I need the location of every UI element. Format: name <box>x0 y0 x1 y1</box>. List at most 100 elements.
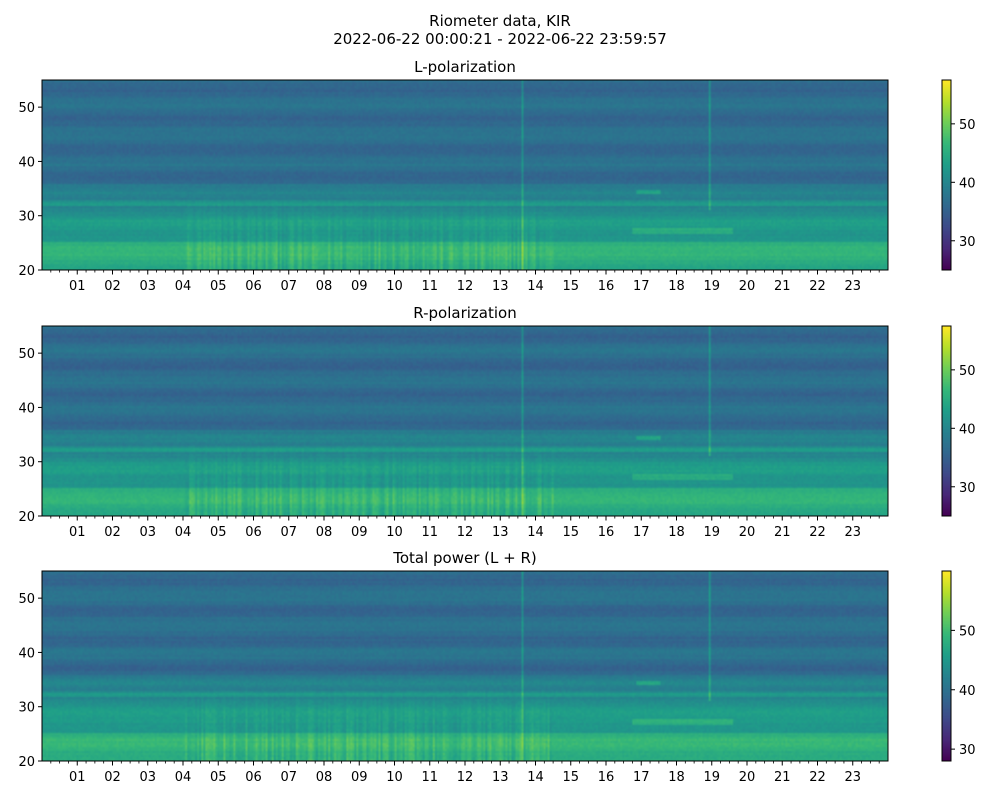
figure-title: Riometer data, KIR <box>429 12 571 30</box>
colorbar-tick-label: 50 <box>959 624 976 639</box>
x-tick-label: 15 <box>562 770 579 785</box>
x-tick-label: 11 <box>421 525 438 540</box>
colorbar-frame <box>941 570 952 762</box>
x-tick-label: 13 <box>492 770 509 785</box>
y-tick-label: 20 <box>18 510 35 525</box>
x-tick-label: 19 <box>703 525 720 540</box>
panel-title: Total power (L + R) <box>392 549 537 567</box>
x-tick-label: 07 <box>280 770 297 785</box>
colorbar-frame <box>941 79 952 271</box>
x-tick-label: 02 <box>104 770 121 785</box>
colorbar-frame <box>941 325 952 517</box>
x-tick-label: 21 <box>774 279 791 294</box>
chart-panel-2: R-polarization 20 30 40 50 01 02 03 04 05 06 07 08 09… <box>18 304 975 540</box>
x-tick-label: 03 <box>139 279 156 294</box>
x-tick-label: 20 <box>739 279 756 294</box>
x-tick-label: 04 <box>175 279 192 294</box>
x-tick-label: 09 <box>351 279 368 294</box>
x-tick-label: 08 <box>316 770 333 785</box>
x-tick-label: 07 <box>280 279 297 294</box>
y-tick-label: 30 <box>18 210 35 225</box>
x-tick-label: 16 <box>598 525 615 540</box>
x-tick-label: 13 <box>492 279 509 294</box>
x-tick-label: 08 <box>316 525 333 540</box>
x-tick-label: 16 <box>598 279 615 294</box>
x-tick-label: 02 <box>104 525 121 540</box>
x-tick-label: 05 <box>210 525 227 540</box>
x-tick-label: 09 <box>351 770 368 785</box>
x-tick-label: 05 <box>210 770 227 785</box>
heatmap-image <box>42 80 888 270</box>
panel-title: R-polarization <box>413 304 516 322</box>
x-tick-label: 20 <box>739 525 756 540</box>
x-tick-label: 22 <box>809 770 826 785</box>
x-tick-label: 22 <box>809 279 826 294</box>
x-tick-label: 11 <box>421 770 438 785</box>
x-tick-label: 10 <box>386 770 403 785</box>
x-tick-label: 12 <box>457 279 474 294</box>
x-tick-label: 04 <box>175 525 192 540</box>
y-tick-label: 40 <box>18 646 35 661</box>
x-tick-label: 15 <box>562 525 579 540</box>
colorbar-gradient <box>942 326 951 516</box>
x-tick-label: 14 <box>527 770 544 785</box>
colorbar: 30 40 50 <box>941 325 976 517</box>
x-tick-label: 04 <box>175 770 192 785</box>
colorbar-tick-label: 40 <box>959 176 976 191</box>
x-tick-label: 02 <box>104 279 121 294</box>
x-tick-label: 08 <box>316 279 333 294</box>
colorbar: 30 40 50 <box>941 79 976 271</box>
y-tick-label: 50 <box>18 101 35 116</box>
y-tick-label: 20 <box>18 755 35 770</box>
colorbar-gradient <box>942 80 951 270</box>
x-tick-label: 20 <box>739 770 756 785</box>
x-tick-label: 09 <box>351 525 368 540</box>
x-tick-label: 14 <box>527 525 544 540</box>
colorbar-tick-label: 30 <box>959 235 976 250</box>
x-tick-label: 03 <box>139 525 156 540</box>
x-tick-label: 23 <box>844 525 861 540</box>
x-tick-label: 06 <box>245 525 262 540</box>
x-tick-label: 18 <box>668 525 685 540</box>
x-tick-label: 19 <box>703 279 720 294</box>
x-tick-label: 17 <box>633 525 650 540</box>
x-tick-label: 18 <box>668 770 685 785</box>
heatmap-image <box>42 571 888 761</box>
colorbar-tick-label: 30 <box>959 743 976 758</box>
colorbar-tick-label: 40 <box>959 684 976 699</box>
x-tick-label: 21 <box>774 525 791 540</box>
chart-panel-3: Total power (L + R) 20 30 40 50 01 02 03 04 05 06 0… <box>18 549 975 785</box>
x-tick-label: 17 <box>633 770 650 785</box>
figure-subtitle: 2022-06-22 00:00:21 - 2022-06-22 23:59:5… <box>333 30 667 48</box>
y-tick-label: 30 <box>18 456 35 471</box>
y-tick-label: 30 <box>18 701 35 716</box>
x-tick-label: 01 <box>69 770 86 785</box>
x-tick-label: 23 <box>844 770 861 785</box>
x-tick-label: 03 <box>139 770 156 785</box>
x-tick-label: 19 <box>703 770 720 785</box>
x-tick-label: 22 <box>809 525 826 540</box>
x-tick-label: 05 <box>210 279 227 294</box>
x-tick-label: 10 <box>386 525 403 540</box>
y-tick-label: 50 <box>18 347 35 362</box>
x-tick-label: 15 <box>562 279 579 294</box>
colorbar: 30 40 50 <box>941 570 976 762</box>
x-tick-label: 07 <box>280 525 297 540</box>
panel-title: L-polarization <box>414 58 516 76</box>
x-tick-label: 01 <box>69 525 86 540</box>
x-tick-label: 13 <box>492 525 509 540</box>
x-tick-label: 11 <box>421 279 438 294</box>
x-tick-label: 21 <box>774 770 791 785</box>
colorbar-gradient <box>942 571 951 761</box>
x-tick-label: 06 <box>245 770 262 785</box>
x-tick-label: 18 <box>668 279 685 294</box>
x-tick-label: 12 <box>457 525 474 540</box>
colorbar-tick-label: 40 <box>959 422 976 437</box>
x-tick-label: 16 <box>598 770 615 785</box>
colorbar-tick-label: 30 <box>959 481 976 496</box>
x-tick-label: 12 <box>457 770 474 785</box>
x-tick-label: 01 <box>69 279 86 294</box>
x-tick-label: 17 <box>633 279 650 294</box>
y-tick-label: 20 <box>18 264 35 279</box>
